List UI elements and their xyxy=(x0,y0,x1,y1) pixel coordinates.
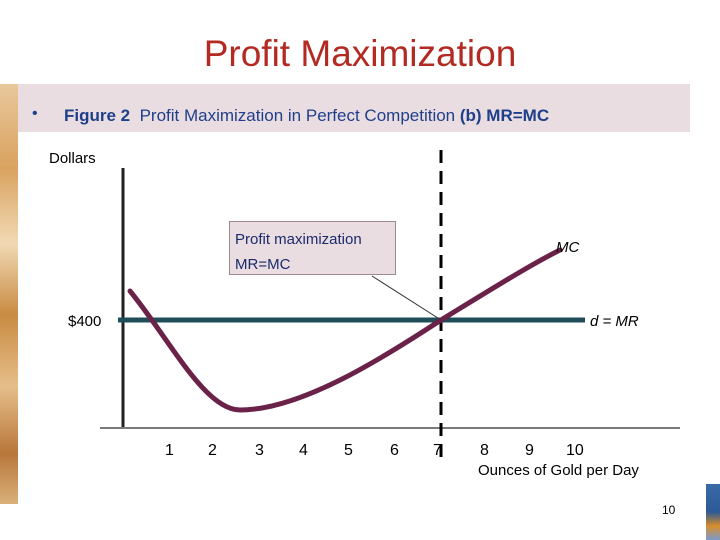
price-label: $400 xyxy=(68,313,102,330)
decorative-corner xyxy=(706,484,720,540)
mc-curve xyxy=(127,247,563,413)
x-axis-label: Ounces of Gold per Day xyxy=(478,462,639,479)
x-tick-label: 6 xyxy=(390,442,399,459)
callout-pointer-line xyxy=(371,275,442,321)
x-tick-label: 10 xyxy=(566,442,584,459)
slide-title: Profit Maximization xyxy=(203,33,517,74)
profit-max-callout: Profit maximization MR=MC xyxy=(229,221,396,275)
figure-caption: Figure 2 Profit Maximization in Perfect … xyxy=(64,106,549,126)
x-tick-label: 2 xyxy=(208,442,217,459)
x-tick-label: 4 xyxy=(299,442,308,459)
figure-caption-text: Profit Maximization in Perfect Competiti… xyxy=(139,106,456,125)
mc-label: MC xyxy=(556,239,580,256)
callout-line-1: Profit maximization xyxy=(235,231,362,248)
x-tick-label: 1 xyxy=(165,442,174,459)
bullet-icon: • xyxy=(32,105,38,122)
callout-line-2: MR=MC xyxy=(235,256,291,273)
x-tick-label: 8 xyxy=(480,442,489,459)
decorative-left-strip xyxy=(0,84,18,504)
demand-mr-label: d = MR xyxy=(590,313,639,330)
x-tick-label: 5 xyxy=(344,442,353,459)
figure-number: Figure 2 xyxy=(64,106,131,125)
x-tick-label: 9 xyxy=(525,442,534,459)
figure-part: (b) MR=MC xyxy=(459,106,550,125)
page-number: 10 xyxy=(662,503,676,517)
y-axis-label: Dollars xyxy=(49,150,96,167)
x-tick-label: 7 xyxy=(433,442,442,459)
bullet-bar xyxy=(18,84,690,132)
x-tick-label: 3 xyxy=(255,442,264,459)
